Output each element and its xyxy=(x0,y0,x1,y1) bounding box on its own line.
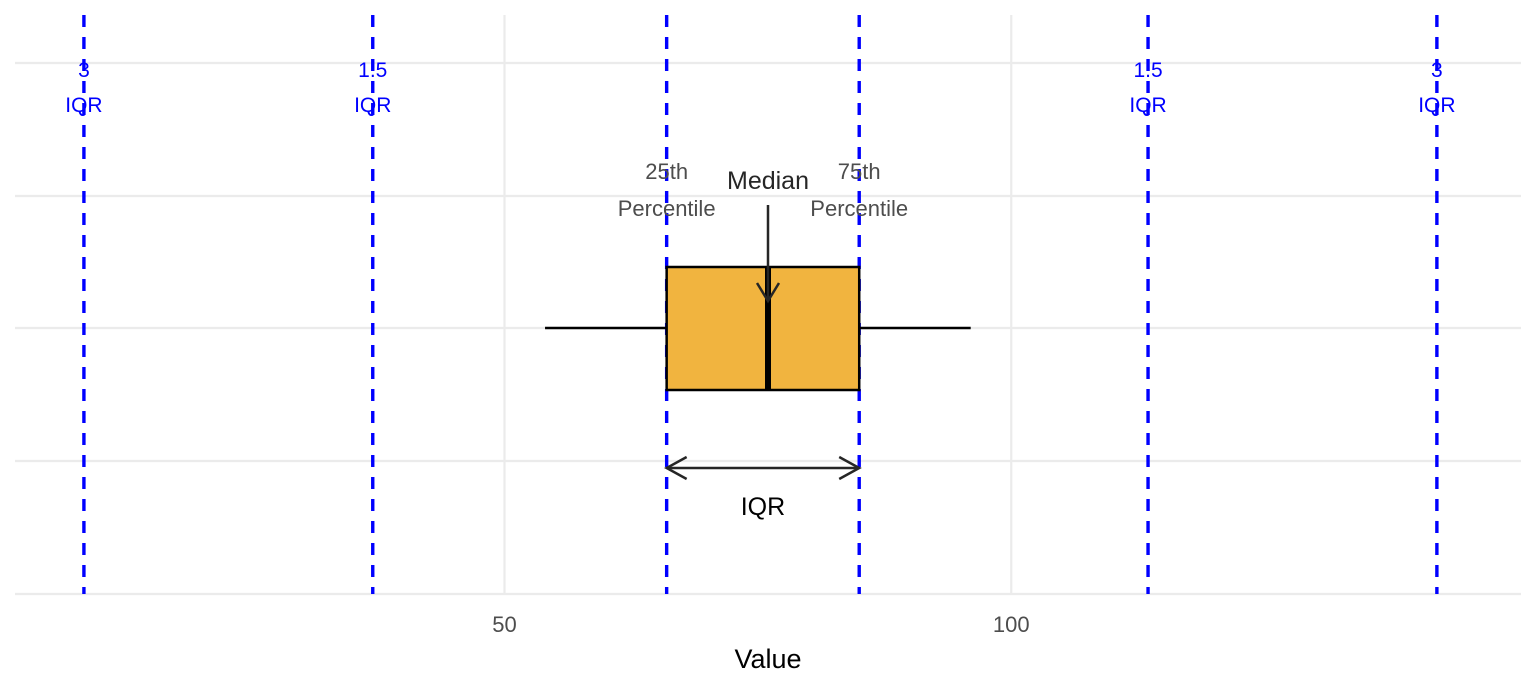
reference-line-label-top-0: 3 xyxy=(78,59,90,82)
q3-label-line1: 75th xyxy=(838,159,881,184)
reference-line-label-top-1: 1.5 xyxy=(358,59,387,82)
x-tick-label-100: 100 xyxy=(993,612,1030,637)
iqr-label: IQR xyxy=(741,493,785,521)
iqr-arrow-head-right xyxy=(838,455,862,481)
boxplot-layer xyxy=(545,265,971,392)
q1-label-line2: Percentile xyxy=(618,196,716,221)
q3-label-line2: Percentile xyxy=(810,196,908,221)
reference-line-label-bottom-4: IQR xyxy=(1129,94,1166,117)
median-arrow-head xyxy=(755,282,781,304)
iqr-box xyxy=(665,265,861,392)
reference-line-label-top-4: 1.5 xyxy=(1133,59,1162,82)
x-axis-layer: 50 100 Value xyxy=(492,612,1029,674)
q1-label-line1: 25th xyxy=(645,159,688,184)
reference-line-label-top-5: 3 xyxy=(1431,59,1443,82)
reference-line-label-bottom-0: IQR xyxy=(65,94,102,117)
iqr-arrow-head-left xyxy=(664,455,688,481)
median-label: Median xyxy=(727,167,809,195)
reference-line-label-bottom-5: IQR xyxy=(1418,94,1455,117)
x-axis-title: Value xyxy=(734,644,801,674)
reference-line-label-bottom-1: IQR xyxy=(354,94,391,117)
x-tick-label-50: 50 xyxy=(492,612,516,637)
